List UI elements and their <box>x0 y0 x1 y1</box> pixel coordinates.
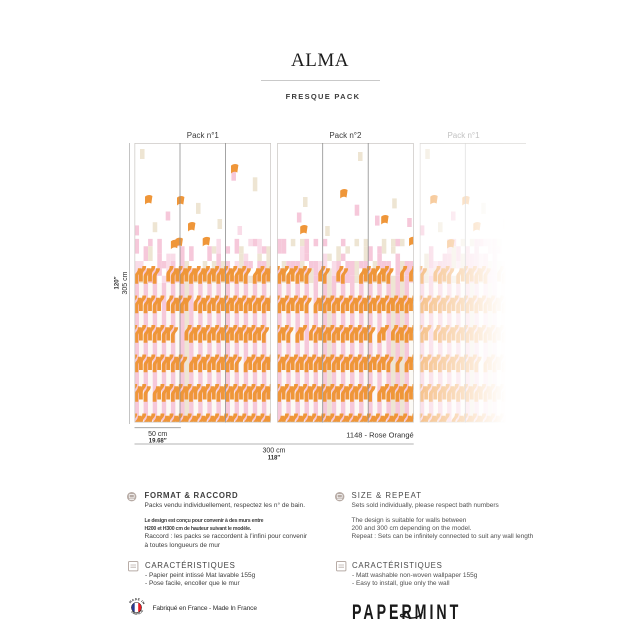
svg-text:FRANCE: FRANCE <box>130 609 144 616</box>
svg-text:1148 - Rose Orangé: 1148 - Rose Orangé <box>346 431 413 440</box>
svg-text:300 cm: 300 cm <box>263 448 286 455</box>
svg-text:19.68″: 19.68″ <box>149 439 167 445</box>
svg-text:50 cm: 50 cm <box>148 431 167 438</box>
svg-text:Pack n°2: Pack n°2 <box>329 131 362 140</box>
svg-text:305 cm: 305 cm <box>122 271 129 294</box>
svg-text:Pack n°1: Pack n°1 <box>187 131 220 140</box>
svg-text:Pack n°1: Pack n°1 <box>447 131 480 140</box>
svg-text:118″: 118″ <box>268 456 281 462</box>
svg-text:120″: 120″ <box>115 276 121 289</box>
